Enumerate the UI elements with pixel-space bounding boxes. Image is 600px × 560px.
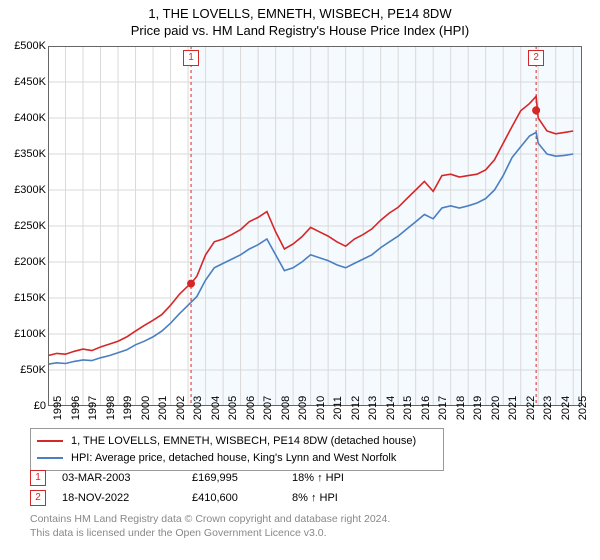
x-tick-label: 2009 <box>297 396 309 420</box>
sale-markers: 1 03-MAR-2003£169,99518% ↑ HPI 2 18-NOV-202… <box>30 470 570 510</box>
x-tick-label: 2000 <box>140 396 152 420</box>
sale-marker-pct: 18% ↑ HPI <box>292 472 412 484</box>
y-tick-label: £500K <box>2 40 46 52</box>
x-tick-label: 2020 <box>490 396 502 420</box>
legend-swatch-1 <box>37 440 63 442</box>
chart-subtitle: Price paid vs. HM Land Registry's House … <box>0 23 600 42</box>
sale-marker-row: 2 18-NOV-2022£410,6008% ↑ HPI <box>30 490 570 506</box>
sale-marker-date: 18-NOV-2022 <box>62 492 192 504</box>
x-tick-label: 2024 <box>560 396 572 420</box>
x-tick-label: 2021 <box>507 396 519 420</box>
x-tick-label: 2014 <box>385 396 397 420</box>
y-tick-label: £250K <box>2 220 46 232</box>
x-tick-label: 2010 <box>315 396 327 420</box>
x-tick-label: 2007 <box>262 396 274 420</box>
x-tick-label: 2022 <box>525 396 537 420</box>
y-tick-label: £350K <box>2 148 46 160</box>
sale-marker-price: £169,995 <box>192 472 292 484</box>
x-tick-label: 2001 <box>157 396 169 420</box>
event-badge: 2 <box>528 50 544 66</box>
y-tick-label: £450K <box>2 76 46 88</box>
legend-label-2: HPI: Average price, detached house, King… <box>71 450 396 467</box>
y-tick-label: £150K <box>2 292 46 304</box>
x-tick-label: 2004 <box>210 396 222 420</box>
event-badge: 1 <box>183 50 199 66</box>
chart-title: 1, THE LOVELLS, EMNETH, WISBECH, PE14 8D… <box>0 0 600 23</box>
y-tick-label: £0 <box>2 400 46 412</box>
y-tick-label: £300K <box>2 184 46 196</box>
legend-row-series2: HPI: Average price, detached house, King… <box>37 450 437 467</box>
legend: 1, THE LOVELLS, EMNETH, WISBECH, PE14 8D… <box>30 428 444 471</box>
y-tick-label: £50K <box>2 364 46 376</box>
sale-marker-badge: 1 <box>30 470 46 486</box>
legend-label-1: 1, THE LOVELLS, EMNETH, WISBECH, PE14 8D… <box>71 433 416 450</box>
x-tick-label: 2012 <box>350 396 362 420</box>
x-tick-label: 1996 <box>70 396 82 420</box>
x-tick-label: 2011 <box>332 396 344 420</box>
x-tick-label: 2006 <box>245 396 257 420</box>
x-tick-label: 1995 <box>52 396 64 420</box>
y-tick-label: £200K <box>2 256 46 268</box>
sale-marker-row: 1 03-MAR-2003£169,99518% ↑ HPI <box>30 470 570 486</box>
chart-plot <box>48 46 582 406</box>
sale-marker-badge: 2 <box>30 490 46 506</box>
y-tick-label: £400K <box>2 112 46 124</box>
legend-row-series1: 1, THE LOVELLS, EMNETH, WISBECH, PE14 8D… <box>37 433 437 450</box>
x-tick-label: 1998 <box>105 396 117 420</box>
x-tick-label: 2018 <box>455 396 467 420</box>
sale-marker-price: £410,600 <box>192 492 292 504</box>
x-tick-label: 2003 <box>192 396 204 420</box>
x-tick-label: 2023 <box>542 396 554 420</box>
footer-attribution: Contains HM Land Registry data © Crown c… <box>30 512 570 540</box>
x-tick-label: 2015 <box>402 396 414 420</box>
footer-line2: This data is licensed under the Open Gov… <box>30 526 570 540</box>
x-tick-label: 2008 <box>280 396 292 420</box>
y-tick-label: £100K <box>2 328 46 340</box>
x-tick-label: 2013 <box>367 396 379 420</box>
x-tick-label: 1999 <box>122 396 134 420</box>
footer-line1: Contains HM Land Registry data © Crown c… <box>30 512 570 526</box>
x-tick-label: 2019 <box>472 396 484 420</box>
sale-marker-date: 03-MAR-2003 <box>62 472 192 484</box>
sale-marker-pct: 8% ↑ HPI <box>292 492 412 504</box>
legend-swatch-2 <box>37 457 63 459</box>
x-tick-label: 2025 <box>577 396 589 420</box>
x-tick-label: 1997 <box>87 396 99 420</box>
x-tick-label: 2002 <box>175 396 187 420</box>
x-tick-label: 2016 <box>420 396 432 420</box>
x-tick-label: 2005 <box>227 396 239 420</box>
x-tick-label: 2017 <box>437 396 449 420</box>
